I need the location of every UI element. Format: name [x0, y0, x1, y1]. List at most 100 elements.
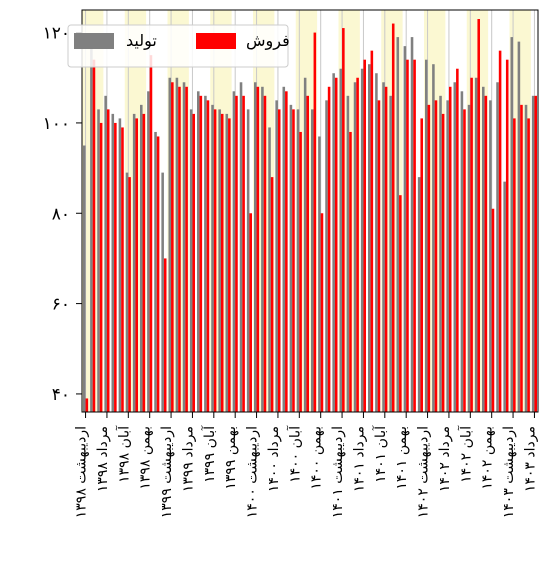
- bar-sales: [85, 398, 89, 412]
- bar-sales: [171, 82, 174, 413]
- bar-sales: [185, 86, 188, 413]
- bar-sales: [505, 59, 509, 412]
- bar-sales: [299, 131, 302, 412]
- bar-production: [303, 77, 307, 412]
- bar-sales: [292, 109, 295, 412]
- bar-sales: [128, 177, 131, 412]
- y-tick-label: ۸۰: [52, 204, 70, 224]
- bar-production: [531, 95, 535, 412]
- bar-production: [218, 109, 221, 412]
- y-tick-label: ۶۰: [52, 295, 70, 315]
- bar-sales: [213, 109, 217, 412]
- x-tick-label: اردیبهشت ۱۴۰۰: [245, 426, 261, 518]
- x-tick-label: مرداد ۱۴۰۲: [437, 426, 453, 492]
- x-tick-label: بهمن ۱۳۹۸: [138, 426, 154, 490]
- bar-sales: [270, 177, 274, 412]
- bar-sales: [427, 104, 431, 412]
- bar-production: [90, 41, 93, 412]
- bar-production: [97, 109, 100, 412]
- bar-production: [82, 145, 86, 412]
- bar-sales: [277, 109, 281, 412]
- x-tick-label: مرداد ۱۳۹۹: [180, 426, 196, 492]
- x-tick-label: مرداد ۱۴۰۰: [266, 426, 282, 492]
- x-tick-label: اردیبهشت ۱۳۹۹: [159, 426, 175, 518]
- bar-production: [318, 136, 321, 412]
- bar-sales: [463, 109, 466, 412]
- bar-sales: [306, 95, 310, 412]
- bar-sales: [327, 86, 331, 413]
- y-tick-label: ۱۲۰: [43, 24, 70, 44]
- bar-sales: [142, 113, 146, 413]
- legend-swatch-production: [74, 33, 114, 49]
- bar-sales: [470, 77, 473, 412]
- bar-sales: [520, 104, 523, 412]
- bar-production: [453, 82, 457, 413]
- bar-sales: [491, 208, 495, 412]
- bar-sales: [413, 59, 416, 412]
- bar-production: [360, 68, 364, 412]
- bar-production: [460, 91, 464, 412]
- bar-sales: [156, 136, 160, 412]
- bar-sales: [420, 118, 424, 413]
- bar-production: [147, 91, 150, 412]
- bar-production: [432, 64, 435, 413]
- bar-sales: [484, 95, 488, 412]
- y-tick-label: ۱۰۰: [43, 114, 70, 134]
- bar-production: [332, 73, 335, 412]
- bar-production: [389, 95, 392, 412]
- bar-sales: [498, 50, 502, 413]
- bar-production: [296, 109, 300, 412]
- bar-sales: [391, 23, 395, 412]
- bar-production: [246, 109, 250, 412]
- bar-production: [503, 181, 506, 412]
- bar-sales: [441, 113, 445, 413]
- bar-production: [403, 46, 407, 413]
- bar-production: [474, 77, 478, 412]
- x-tick-label: اردیبهشت ۱۴۰۱: [330, 426, 346, 518]
- bar-sales: [342, 28, 345, 413]
- bar-production: [161, 172, 164, 412]
- bar-sales: [121, 127, 124, 412]
- bar-sales: [285, 91, 288, 412]
- x-tick-label: بهمن ۱۴۰۱: [394, 426, 410, 490]
- bar-production: [382, 82, 385, 413]
- bar-production: [417, 177, 421, 412]
- bar-sales: [334, 77, 338, 412]
- bar-production: [211, 104, 214, 412]
- bar-sales: [356, 77, 359, 412]
- bar-sales: [349, 131, 352, 412]
- x-tick-label: بهمن ۱۳۹۹: [223, 426, 239, 490]
- bar-sales: [477, 19, 481, 412]
- y-tick-label: ۴۰: [52, 385, 70, 405]
- bar-sales: [534, 95, 538, 412]
- bar-sales: [320, 213, 324, 412]
- bar-sales: [434, 100, 438, 412]
- bar-sales: [106, 109, 110, 412]
- bar-production: [446, 100, 449, 412]
- bar-sales: [370, 50, 374, 413]
- bar-sales: [92, 59, 96, 412]
- x-tick-label: بهمن ۱۴۰۲: [480, 426, 496, 490]
- bar-production: [182, 82, 186, 413]
- bar-production: [496, 82, 499, 413]
- bar-production: [325, 100, 328, 412]
- bar-production: [239, 82, 243, 413]
- bar-production: [118, 118, 122, 413]
- bar-sales: [363, 59, 367, 412]
- bar-production: [154, 131, 157, 412]
- bar-production: [396, 37, 400, 412]
- bar-production: [410, 37, 414, 412]
- x-tick-label: آبان ۱۴۰۲: [457, 425, 474, 483]
- plot-border: [81, 9, 539, 413]
- bar-production: [225, 113, 229, 413]
- bar-sales: [163, 258, 167, 412]
- bar-production: [467, 104, 471, 412]
- bar-sales: [377, 100, 381, 412]
- bar-production: [104, 95, 107, 412]
- bar-sales: [448, 86, 452, 413]
- bar-production: [261, 86, 264, 413]
- bar-production: [139, 104, 143, 412]
